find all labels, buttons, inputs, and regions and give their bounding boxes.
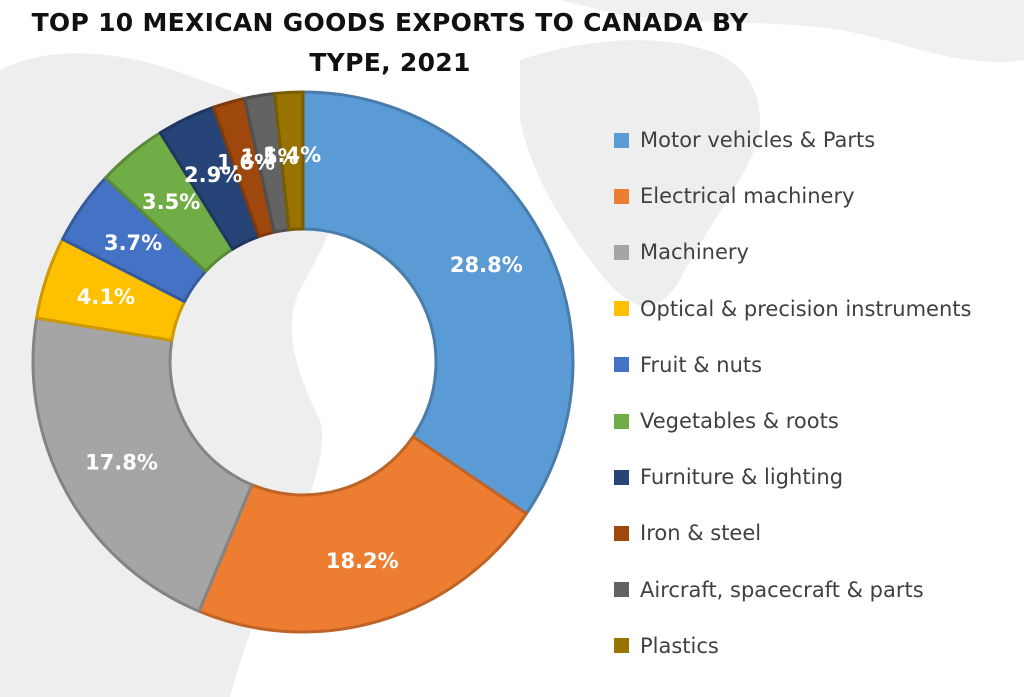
data-label-motor-vehicles-parts: 28.8% xyxy=(450,253,523,277)
legend-item-furniture-lighting: Furniture & lighting xyxy=(614,449,971,505)
legend-item-motor-vehicles-parts: Motor vehicles & Parts xyxy=(614,112,971,168)
data-label-fruit-nuts: 3.7% xyxy=(104,231,162,255)
legend-item-optical-precision-instruments: Optical & precision instruments xyxy=(614,281,971,337)
legend-item-iron-steel: Iron & steel xyxy=(614,505,971,561)
legend-label: Motor vehicles & Parts xyxy=(640,128,876,153)
legend-label: Iron & steel xyxy=(640,521,762,546)
chart-title-line-2: TYPE, 2021 xyxy=(309,48,471,77)
data-label-iron-steel: 1.6% xyxy=(217,150,275,174)
donut-chart: 28.8% 18.2% 17.8% 4.1% 3.7% 3.5% 2.9%1.6%1.5%1… xyxy=(31,90,575,634)
legend-label: Machinery xyxy=(640,240,749,265)
donut-slice-motor-vehicles-parts xyxy=(301,90,575,516)
donut-slice-electrical-machinery xyxy=(197,435,528,634)
legend-swatch xyxy=(614,469,629,485)
legend-label: Furniture & lighting xyxy=(640,465,844,490)
legend-swatch xyxy=(614,188,629,204)
legend-label: Optical & precision instruments xyxy=(640,296,972,321)
donut-data-labels: 28.8% 18.2% 17.8% 4.1% 3.7% 3.5% 2.9%1.6%1.5%1… xyxy=(77,143,523,573)
donut-slice-plastics xyxy=(273,90,305,232)
legend-label: Fruit & nuts xyxy=(640,352,763,377)
legend-label: Aircraft, spacecraft & parts xyxy=(640,577,924,602)
map-landmass-north xyxy=(560,0,1024,63)
legend-label: Plastics xyxy=(640,633,719,658)
donut-slices xyxy=(31,90,575,634)
legend-item-electrical-machinery: Electrical machinery xyxy=(614,168,971,224)
legend-swatch xyxy=(614,413,629,429)
legend-label: Electrical machinery xyxy=(640,184,855,209)
legend-swatch xyxy=(614,244,629,260)
legend-item-plastics: Plastics xyxy=(614,618,971,674)
data-label-vegetables-roots: 3.5% xyxy=(142,190,200,214)
legend-item-fruit-nuts: Fruit & nuts xyxy=(614,337,971,393)
legend-swatch xyxy=(614,638,629,654)
data-label-machinery: 17.8% xyxy=(85,451,158,475)
legend-swatch xyxy=(614,582,629,598)
map-landmass-africa xyxy=(520,40,760,307)
data-label-optical-precision-instruments: 4.1% xyxy=(77,285,135,309)
legend-swatch xyxy=(614,301,629,317)
legend-label: Vegetables & roots xyxy=(640,409,839,434)
chart-title-line-1: TOP 10 MEXICAN GOODS EXPORTS TO CANADA B… xyxy=(31,8,749,37)
legend-item-vegetables-roots: Vegetables & roots xyxy=(614,393,971,449)
donut-slice-machinery xyxy=(31,316,254,613)
data-label-electrical-machinery: 18.2% xyxy=(326,549,399,573)
data-label-aircraft-spacecraft-parts: 1.5% xyxy=(240,145,298,169)
legend-item-aircraft-spacecraft-parts: Aircraft, spacecraft & parts xyxy=(614,562,971,618)
chart-legend: Motor vehicles & Parts Electrical machine… xyxy=(614,112,971,674)
legend-swatch xyxy=(614,525,629,541)
legend-swatch xyxy=(614,357,629,373)
data-label-plastics: 1.4% xyxy=(263,143,321,167)
legend-swatch xyxy=(614,132,629,148)
data-label-furniture-lighting: 2.9% xyxy=(184,163,242,187)
legend-item-machinery: Machinery xyxy=(614,224,971,280)
